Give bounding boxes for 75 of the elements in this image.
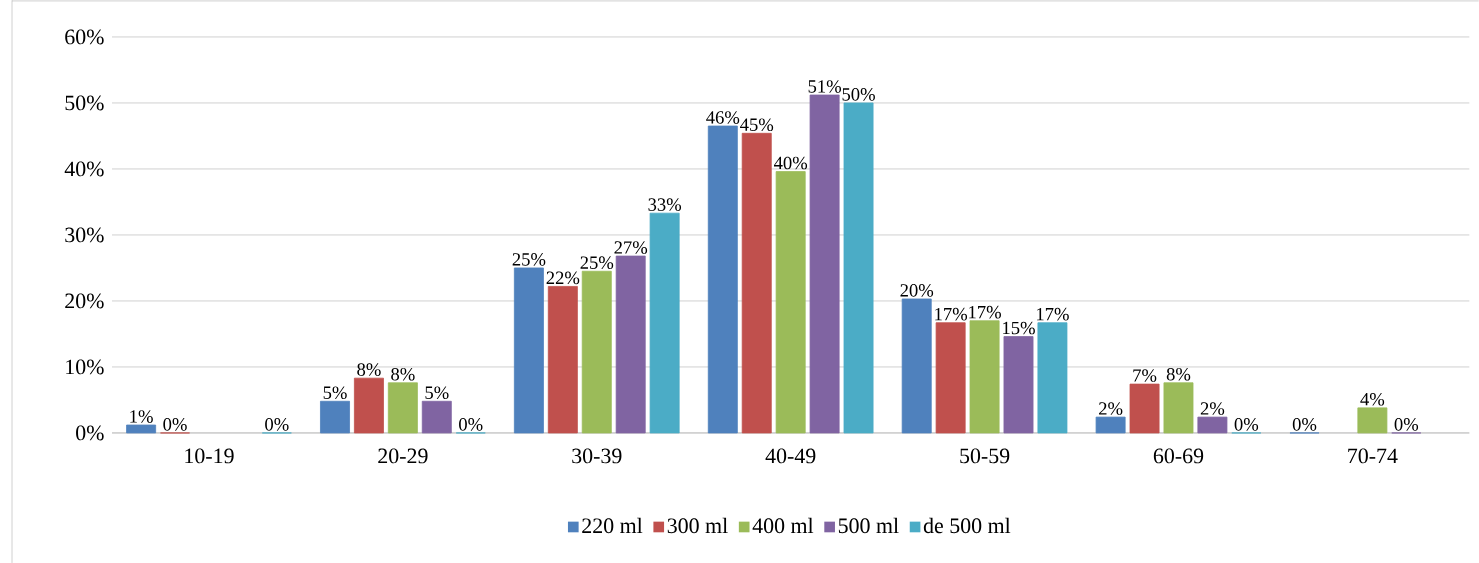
y-tick-label: 0% [76,425,104,441]
data-label: 25% [512,252,546,266]
bar [387,382,418,434]
data-label: 1% [130,410,153,423]
bar [649,212,680,434]
data-label: 0% [1394,417,1419,431]
data-label: 8% [357,363,381,376]
bar [126,424,157,434]
data-label: 27% [614,241,648,254]
bar [935,322,966,434]
bar [1003,336,1034,434]
data-label: 8% [1166,367,1191,381]
x-tick-label: 50-59 [960,448,1010,464]
x-tick-label: 40-49 [765,448,816,464]
data-label: 25% [580,256,614,269]
data-label: 0% [1292,417,1317,431]
y-tick-label: 50% [65,95,104,111]
data-label: 2% [1099,402,1123,415]
data-label: 40% [773,156,808,170]
legend-label: 300 ml [667,517,728,534]
data-label: 33% [648,198,682,211]
data-label: 45% [740,118,774,131]
bar [1129,383,1160,434]
legend-label: 220 ml [582,517,643,534]
bar [320,400,350,434]
bar [741,132,772,434]
y-tick-label: 60% [65,29,104,45]
data-label: 0% [1234,417,1259,431]
data-label: 0% [163,417,187,431]
data-label: 0% [265,417,289,431]
data-label: 46% [706,111,740,124]
bar [615,255,646,434]
legend-label: 400 ml [752,517,814,534]
x-tick-label: 70-74 [1348,448,1398,464]
bar [547,285,578,434]
x-tick-label: 60-69 [1153,448,1204,464]
bar [1037,322,1068,434]
data-label: 20% [900,283,934,297]
data-label: 2% [1200,402,1225,415]
data-label: 17% [935,307,968,321]
data-label: 15% [1003,321,1035,335]
bar [1095,416,1126,434]
bar [843,102,874,434]
x-tick-label: 30-39 [572,448,622,464]
data-label: 0% [459,417,483,431]
bar [775,171,806,434]
data-label: 5% [323,386,347,399]
bar [901,298,932,434]
bar [513,267,544,434]
y-tick-label: 10% [66,359,104,375]
data-label: 22% [546,271,580,285]
legend-label: de 500 ml [923,517,1011,534]
bar [421,400,452,434]
bar [1163,382,1194,434]
data-label: 50% [842,87,875,101]
data-label: 17% [969,305,1001,319]
data-label: 17% [1037,307,1069,321]
x-tick-label: 20-29 [378,448,428,464]
bar [969,320,1000,434]
legend-label: 500 ml [838,517,899,534]
bar [353,377,384,434]
data-label: 8% [391,367,415,381]
y-tick-label: 20% [65,293,104,309]
bar [1197,416,1228,434]
bar [1357,407,1388,434]
data-label: 7% [1133,369,1157,382]
data-label: 5% [425,386,449,399]
bar [707,125,738,434]
bar [809,94,840,434]
y-tick-label: 40% [64,161,104,177]
y-tick-label: 30% [65,227,104,243]
data-label: 51% [808,80,842,93]
data-label: 4% [1360,392,1385,406]
bar [581,270,612,434]
x-tick-label: 10-19 [185,448,234,464]
